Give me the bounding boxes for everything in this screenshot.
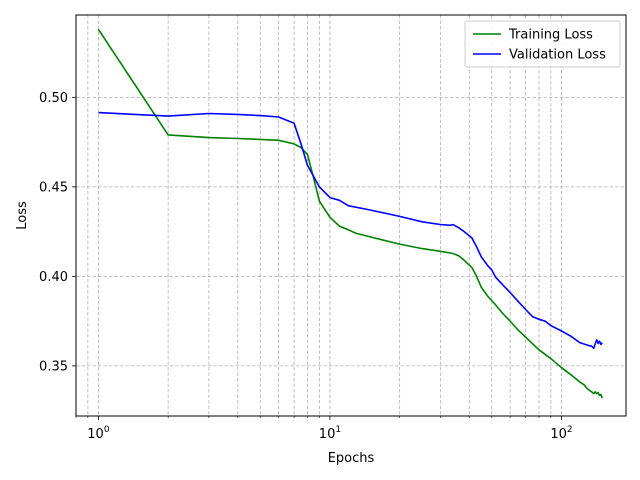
legend: Training Loss Validation Loss bbox=[464, 20, 621, 68]
x-tick-label: 101 bbox=[319, 425, 341, 442]
x-axis: 100 101 102 bbox=[75, 416, 573, 442]
y-tick-label: 0.35 bbox=[39, 359, 68, 374]
y-tick-label: 0.50 bbox=[39, 91, 68, 106]
x-tick-label: 102 bbox=[550, 425, 572, 442]
x-axis-label: Epochs bbox=[328, 451, 375, 466]
y-tick-label: 0.45 bbox=[39, 180, 68, 195]
validation-loss-legend-label: Validation Loss bbox=[509, 48, 606, 63]
plot-frame bbox=[75, 14, 627, 417]
y-axis-label: Loss bbox=[15, 201, 30, 230]
grid-lines bbox=[75, 15, 626, 416]
training-loss-line bbox=[97, 28, 603, 399]
legend-box bbox=[464, 20, 621, 68]
x-tick-label: 100 bbox=[87, 425, 110, 442]
validation-loss-line bbox=[98, 111, 603, 350]
series-lines bbox=[97, 28, 603, 399]
y-tick-label: 0.40 bbox=[39, 270, 68, 285]
y-axis: 0.35 0.40 0.45 0.50 bbox=[39, 91, 76, 374]
training-loss-legend-label: Training Loss bbox=[508, 28, 593, 43]
